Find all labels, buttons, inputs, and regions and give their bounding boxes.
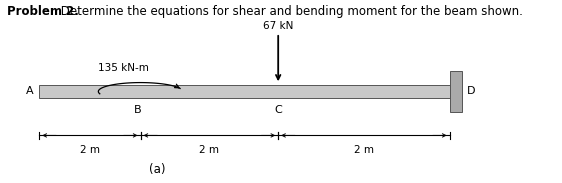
Bar — [39, 85, 450, 98]
Text: B: B — [134, 105, 142, 115]
Text: C: C — [274, 105, 282, 115]
Text: 2 m: 2 m — [354, 145, 374, 155]
Text: 135 kN-m: 135 kN-m — [98, 63, 149, 72]
Text: Problem 2.: Problem 2. — [7, 5, 79, 18]
Text: A: A — [26, 86, 34, 96]
Text: 2 m: 2 m — [200, 145, 219, 155]
Bar — [450, 71, 462, 112]
Text: Determine the equations for shear and bending moment for the beam shown.: Determine the equations for shear and be… — [57, 5, 523, 18]
Text: (a): (a) — [149, 163, 166, 176]
Text: 67 kN: 67 kN — [263, 21, 293, 31]
Text: D: D — [466, 87, 475, 96]
Text: 2 m: 2 m — [80, 145, 100, 155]
